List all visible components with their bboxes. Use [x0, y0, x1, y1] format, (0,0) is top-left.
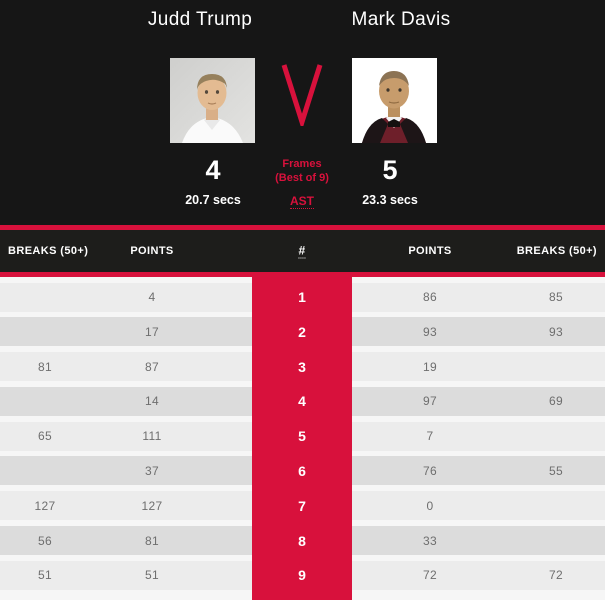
player-photo-right: [352, 58, 437, 143]
ast-abbreviation[interactable]: AST: [290, 194, 314, 209]
frame-number: 2: [298, 323, 306, 340]
breaks-right-value: 55: [549, 463, 563, 478]
table-row: 56 81 8 33: [0, 526, 605, 556]
breaks-right-value: 85: [549, 290, 563, 304]
frames-table-body: 4 1 86 85 17 2 93 93 81 87 3 19 14 4 97 69 6…: [0, 277, 605, 600]
frames-label: Frames (Best of 9): [275, 157, 329, 186]
frame-number: 6: [298, 462, 306, 479]
points-left-value: 37: [145, 463, 159, 478]
table-row: 127 127 7 0: [0, 491, 605, 521]
avg-shot-time-right: 23.3 secs: [362, 193, 418, 207]
frame-number: 3: [298, 358, 306, 375]
table-row: 81 87 3 19: [0, 352, 605, 382]
versus-v-icon: [281, 64, 323, 131]
frame-number: 4: [298, 393, 306, 410]
score-right: 5: [382, 155, 398, 185]
points-right-value: 7: [426, 429, 434, 444]
table-row: 14 4 97 69: [0, 386, 605, 416]
frame-number: 7: [298, 497, 306, 514]
points-left-value: 81: [145, 533, 159, 548]
points-right-value: 19: [423, 359, 437, 374]
breaks-left-value: 56: [38, 533, 52, 548]
header-breaks-left: BREAKS (50+): [8, 245, 89, 257]
table-row: 17 2 93 93: [0, 317, 605, 347]
points-left-value: 51: [145, 568, 159, 583]
frame-number: 8: [298, 532, 306, 549]
frame-number: 1: [298, 289, 306, 305]
breaks-right-value: 69: [549, 394, 563, 409]
points-left-value: 17: [145, 324, 159, 339]
points-right-value: 33: [423, 533, 437, 548]
points-right-value: 0: [426, 498, 434, 513]
frames-rows: 4 1 86 85 17 2 93 93 81 87 3 19 14 4 97 69 6…: [0, 277, 605, 590]
points-left-value: 14: [145, 394, 159, 409]
points-right-value: 76: [423, 463, 437, 478]
judd-trump-portrait-icon: [170, 58, 255, 143]
points-left-value: 127: [141, 498, 163, 513]
header-frame-number[interactable]: #: [298, 243, 306, 259]
frames-label-line2: (Best of 9): [275, 172, 329, 185]
points-right-value: 93: [423, 324, 437, 339]
table-row: 37 6 76 55: [0, 456, 605, 486]
mark-davis-portrait-icon: [352, 58, 437, 143]
table-row: 51 51 9 72 72: [0, 560, 605, 590]
avg-shot-time-left: 20.7 secs: [185, 193, 241, 207]
frame-number: 9: [298, 567, 306, 584]
header-breaks-right: BREAKS (50+): [516, 245, 597, 257]
breaks-left-value: 51: [38, 568, 52, 583]
breaks-left-value: 127: [34, 498, 56, 513]
table-row: 65 111 5 7: [0, 421, 605, 451]
frame-number-column: [252, 277, 352, 600]
points-right-value: 86: [423, 290, 437, 304]
player-name-right: Mark Davis: [351, 9, 451, 30]
breaks-left-value: 65: [38, 429, 52, 444]
points-left-value: 87: [145, 359, 159, 374]
frames-table-header: BREAKS (50+) POINTS # POINTS BREAKS (50+…: [0, 225, 605, 277]
breaks-left-value: 81: [38, 359, 52, 374]
breaks-right-value: 72: [549, 568, 563, 583]
points-right-value: 72: [423, 568, 437, 583]
points-left-value: 111: [142, 429, 162, 444]
breaks-right-value: 93: [549, 324, 563, 339]
points-left-value: 4: [148, 290, 156, 304]
score-left: 4: [205, 155, 221, 185]
frames-label-line1: Frames: [282, 158, 322, 170]
versus-mark: [280, 62, 324, 131]
frame-number: 5: [298, 428, 306, 445]
header-points-left: POINTS: [130, 245, 174, 257]
header-points-right: POINTS: [408, 245, 452, 257]
match-header: Judd Trump Mark Davis: [0, 0, 605, 225]
player-name-left: Judd Trump: [147, 9, 253, 30]
points-right-value: 97: [423, 394, 437, 409]
table-row: 4 1 86 85: [0, 282, 605, 312]
player-photo-left: [170, 58, 255, 143]
